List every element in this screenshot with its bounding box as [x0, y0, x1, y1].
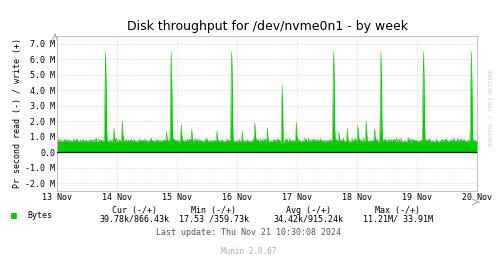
- Text: Last update: Thu Nov 21 10:30:08 2024: Last update: Thu Nov 21 10:30:08 2024: [156, 228, 341, 237]
- Text: Bytes: Bytes: [27, 211, 52, 220]
- Y-axis label: Pr second read (-) / write (+): Pr second read (-) / write (+): [13, 39, 22, 188]
- Text: Cur (-/+): Cur (-/+): [112, 206, 157, 215]
- Text: RRDTOOL / TOBI OETIKER: RRDTOOL / TOBI OETIKER: [489, 69, 494, 146]
- Text: Min (-/+): Min (-/+): [191, 206, 236, 215]
- Text: ■: ■: [11, 211, 17, 221]
- Title: Disk throughput for /dev/nvme0n1 - by week: Disk throughput for /dev/nvme0n1 - by we…: [127, 20, 408, 33]
- Text: Avg (-/+): Avg (-/+): [286, 206, 331, 215]
- Text: 11.21M/ 33.91M: 11.21M/ 33.91M: [363, 214, 432, 223]
- Text: Max (-/+): Max (-/+): [375, 206, 420, 215]
- Text: 17.53 /359.73k: 17.53 /359.73k: [179, 214, 248, 223]
- Text: 39.78k/866.43k: 39.78k/866.43k: [99, 214, 169, 223]
- Text: Munin 2.0.67: Munin 2.0.67: [221, 247, 276, 256]
- Text: 34.42k/915.24k: 34.42k/915.24k: [273, 214, 343, 223]
